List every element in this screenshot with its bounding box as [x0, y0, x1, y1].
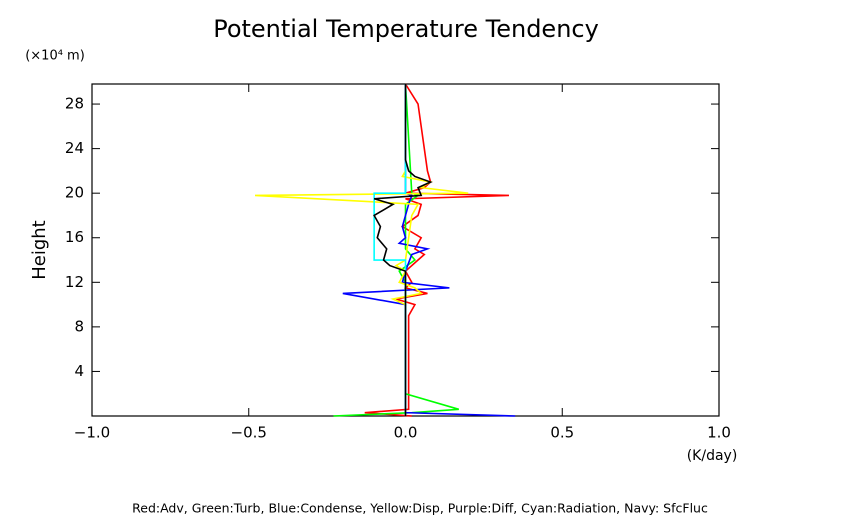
x-tick-label: −1.0	[74, 424, 110, 442]
x-unit: (K/day)	[687, 448, 738, 464]
chart-title: Potential Temperature Tendency	[213, 15, 599, 43]
profile-line	[373, 84, 407, 416]
y-tick-label: 8	[74, 317, 84, 335]
profile-line	[364, 83, 509, 417]
profile-line	[342, 84, 516, 417]
y-tick-label: 28	[65, 95, 84, 113]
y-tick-label: 12	[65, 273, 84, 291]
x-tick-label: 1.0	[707, 424, 731, 442]
y-tick-label: 4	[74, 362, 84, 380]
y-tick-label: 16	[65, 228, 84, 246]
profile-line	[254, 170, 469, 306]
y-axis-label: Height	[29, 220, 50, 280]
footnote: Red:Adv, Green:Turb, Blue:Condense, Yell…	[132, 501, 708, 516]
x-tick-label: 0.0	[394, 424, 418, 442]
y-tick-label: 24	[65, 139, 84, 157]
y-tick-label: 20	[65, 184, 84, 202]
profile-line	[333, 83, 460, 417]
x-tick-label: −0.5	[231, 424, 267, 442]
x-tick-label: 0.5	[550, 424, 574, 442]
profile-line	[373, 84, 433, 416]
y-unit: (×10⁴ m)	[25, 49, 85, 64]
